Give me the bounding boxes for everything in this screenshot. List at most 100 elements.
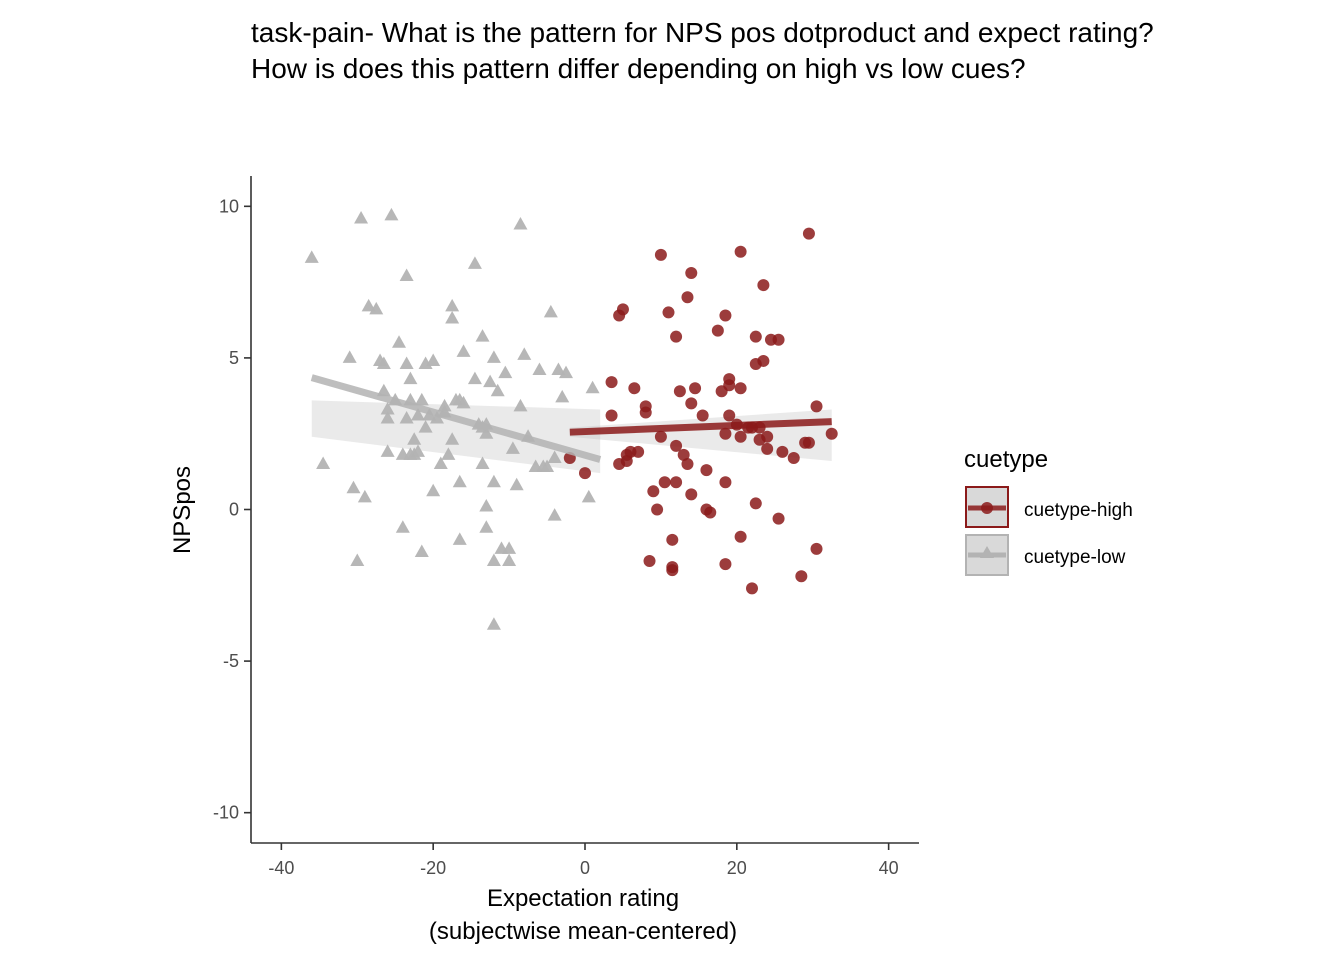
data-point-high [658, 476, 671, 489]
data-point-high [787, 451, 800, 464]
data-point-high [654, 430, 667, 443]
data-point-high [700, 464, 713, 477]
data-point-low [456, 395, 471, 409]
data-point-low [513, 217, 528, 230]
data-point-high [719, 309, 732, 322]
data-point-high [734, 430, 747, 443]
data-point-high [651, 503, 664, 516]
data-point-low [475, 329, 490, 342]
data-point-high [685, 267, 698, 280]
data-point-low [483, 374, 498, 388]
data-point-low [509, 477, 524, 491]
data-point-low [380, 401, 395, 415]
data-point-high [719, 427, 732, 440]
y-tick-label: -5 [223, 651, 239, 671]
data-point-high [810, 542, 823, 555]
data-point-high [696, 409, 709, 422]
data-point-low [467, 256, 482, 269]
data-point-low [452, 532, 467, 545]
data-point-low [357, 489, 372, 503]
data-point-high [605, 409, 618, 422]
data-point-high [639, 400, 652, 413]
data-point-high [579, 467, 591, 480]
data-point-low [350, 553, 365, 567]
title-line-2: How is does this pattern differ dependin… [251, 53, 1026, 84]
x-tick-label: 0 [580, 858, 590, 878]
data-point-high [670, 439, 683, 452]
data-point-low [403, 371, 418, 385]
data-point-high [605, 376, 618, 389]
data-point-high [810, 400, 823, 413]
data-point-low [513, 398, 528, 412]
data-point-low [581, 489, 596, 503]
data-point-high [802, 436, 815, 449]
data-point-high [647, 485, 660, 498]
data-point-low [517, 347, 532, 360]
data-point-low [441, 447, 456, 460]
y-tick-label: 5 [229, 348, 239, 368]
data-point-high [632, 445, 645, 458]
data-point-high [825, 427, 838, 440]
data-point-high [681, 458, 694, 471]
y-tick-label: 0 [229, 500, 239, 520]
data-point-high [670, 330, 683, 343]
data-point-high [749, 330, 762, 343]
data-point-high [776, 445, 789, 458]
data-point-high [772, 333, 785, 346]
data-point-low [540, 459, 555, 473]
data-point-high [711, 324, 724, 337]
legend-key-low [965, 534, 1009, 576]
data-point-high [681, 291, 694, 304]
data-point-high [772, 512, 785, 525]
data-point-low [346, 480, 361, 494]
data-point-low [486, 474, 501, 488]
data-point-low [392, 335, 407, 348]
data-point-low [551, 362, 566, 376]
data-point-low [411, 408, 425, 421]
data-point-low [414, 544, 429, 557]
data-point-low [433, 456, 448, 470]
data-point-high [673, 385, 686, 398]
data-point-low [399, 268, 414, 282]
y-ticks: -10 -5 0 5 10 [213, 196, 251, 823]
data-point-high [757, 279, 770, 292]
x-tick-label: -20 [420, 858, 446, 878]
data-point-low [479, 520, 494, 533]
data-point-high [677, 448, 690, 461]
x-tick-label: 20 [727, 858, 747, 878]
data-point-high [795, 570, 808, 583]
data-point-low [456, 344, 471, 357]
fit-lines [310, 374, 832, 463]
data-point-high [628, 382, 641, 395]
data-point-low [399, 411, 414, 424]
legend: cuetype cuetype-high cuetype-low [964, 446, 1133, 576]
data-point-low [376, 356, 391, 369]
x-ticks: -40 -20 0 20 40 [268, 843, 899, 878]
data-point-high [723, 409, 736, 422]
data-point-low [543, 304, 558, 318]
data-point-high [761, 442, 774, 455]
data-point-high [689, 382, 702, 395]
data-point-high [757, 354, 770, 367]
data-point-low [502, 553, 517, 567]
plot-area [304, 207, 838, 630]
data-point-low [361, 298, 376, 312]
data-point-low [429, 411, 444, 424]
data-point-high [685, 488, 698, 501]
data-point-high [666, 533, 679, 546]
data-point-high [802, 227, 815, 240]
data-point-high [620, 454, 633, 467]
data-point-low [486, 350, 501, 363]
data-point-high [670, 476, 683, 489]
data-point-high [704, 506, 717, 519]
data-point-low [547, 508, 562, 521]
data-point-low [479, 426, 494, 439]
data-point-high [666, 564, 679, 577]
data-point-low [414, 392, 429, 406]
data-point-low [490, 383, 505, 397]
data-point-high [662, 306, 675, 319]
data-point-low [316, 456, 331, 470]
data-point-low [475, 456, 490, 470]
data-point-low [342, 350, 357, 363]
